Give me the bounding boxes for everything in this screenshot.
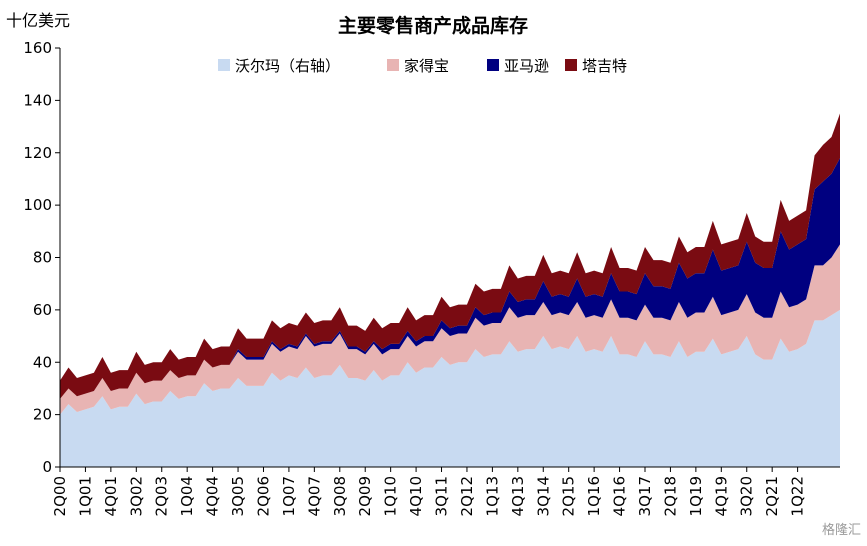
x-tick-label: 4Q10: [407, 476, 425, 516]
y-tick-label: 120: [23, 144, 52, 162]
x-tick-label: 3Q20: [738, 476, 756, 516]
x-tick-label: 4Q16: [611, 476, 629, 516]
x-tick-label: 1Q16: [585, 476, 603, 516]
x-tick-label: 4Q07: [305, 476, 323, 516]
axes: 0 20 40 60 80 100 120 140 160 2Q00 1Q01 4Q01 3Q02 2Q0…: [23, 39, 840, 516]
y-tick-label: 60: [33, 301, 52, 319]
x-tick-label: 1Q13: [483, 476, 501, 516]
legend-swatch-3: [565, 59, 577, 71]
x-tick-label: 4Q01: [102, 476, 120, 516]
legend-label-0: 沃尔玛（右轴）: [235, 57, 340, 75]
legend-swatch-1: [387, 59, 399, 71]
legend-swatch-2: [487, 59, 499, 71]
y-tick-label: 0: [42, 458, 52, 476]
y-tick-label: 40: [33, 353, 52, 371]
area-layers: [60, 113, 840, 467]
legend-label-1: 家得宝: [404, 57, 449, 75]
x-tick-label: 1Q07: [280, 476, 298, 516]
y-tick-label: 80: [33, 249, 52, 267]
x-tick-label: 2Q18: [661, 476, 679, 516]
y-tick-label: 140: [23, 91, 52, 109]
x-tick-label: 2Q12: [458, 476, 476, 516]
y-tick-label: 100: [23, 196, 52, 214]
x-tick-label: 3Q14: [534, 476, 552, 516]
x-tick-label: 1Q19: [687, 476, 705, 516]
watermark-logo: 格隆汇: [821, 523, 861, 538]
legend: 沃尔玛（右轴） 家得宝 亚马逊 塔吉特: [218, 57, 627, 75]
x-tick-label: 1Q04: [178, 476, 196, 516]
x-tick-label: 3Q05: [229, 476, 247, 516]
area-series-0: [60, 309, 840, 467]
area-series-1: [60, 244, 840, 415]
x-tick-label: 3Q02: [127, 476, 145, 516]
x-tick-label: 2Q21: [763, 476, 781, 516]
x-tick-label: 2Q00: [51, 476, 69, 516]
legend-swatch-0: [218, 59, 230, 71]
chart-title: 主要零售商产成品库存: [338, 14, 528, 37]
x-tick-label: 4Q19: [712, 476, 730, 516]
y-axis-unit-label: 十亿美元: [6, 11, 70, 30]
x-tick-label: 4Q13: [509, 476, 527, 516]
legend-label-3: 塔吉特: [582, 57, 627, 75]
x-tick-label: 4Q04: [204, 476, 222, 516]
area-series-2: [60, 157, 840, 399]
y-tick-label: 160: [23, 39, 52, 57]
x-tick-label: 2Q06: [254, 476, 272, 516]
x-tick-label: 3Q11: [433, 476, 451, 516]
x-tick-label: 1Q10: [382, 476, 400, 516]
x-tick-label: 1Q01: [76, 476, 94, 516]
legend-label-2: 亚马逊: [504, 57, 549, 75]
x-tick-label: 3Q17: [636, 476, 654, 516]
x-tick-label: 1Q22: [789, 476, 807, 516]
x-tick-label: 3Q08: [331, 476, 349, 516]
x-tick-label: 2Q09: [356, 476, 374, 516]
y-tick-label: 20: [33, 406, 52, 424]
x-tick-label: 2Q03: [153, 476, 171, 516]
area-series-3: [60, 113, 840, 399]
x-tick-label: 2Q15: [560, 476, 578, 516]
